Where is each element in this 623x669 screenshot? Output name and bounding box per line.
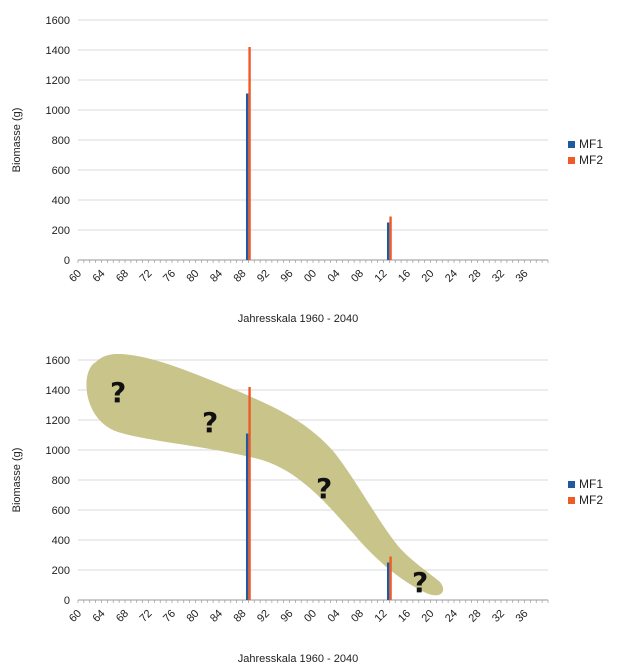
legend-swatch [568,497,575,504]
x-tick-label: 96 [278,268,295,285]
question-mark: ? [412,566,428,599]
x-tick-label: 64 [90,608,107,625]
x-tick-label: 76 [161,608,178,625]
bar-mf1 [245,93,249,260]
x-tick-label: 64 [90,268,107,285]
x-tick-label: 60 [67,268,84,285]
x-tick-label: 12 [372,608,389,625]
legend-label: MF2 [579,153,603,167]
y-axis-label: Biomasse (g) [11,448,23,513]
y-tick-label: 1400 [46,45,70,57]
legend-swatch [568,481,575,488]
question-mark: ? [110,376,126,409]
x-tick-label: 80 [184,268,201,285]
y-tick-label: 400 [52,535,70,547]
x-tick-label: 60 [67,608,84,625]
x-tick-label: 08 [349,268,366,285]
x-tick-label: 88 [231,608,248,625]
y-tick-label: 800 [52,135,70,147]
bar-mf1 [386,222,390,260]
legend-swatch [568,157,575,164]
x-tick-label: 28 [466,608,483,625]
bar-mf2 [389,216,392,260]
legend-label: MF1 [579,477,603,491]
y-tick-label: 1600 [46,355,70,367]
question-mark: ? [202,406,218,439]
y-axis-label: Biomasse (g) [11,108,23,173]
x-tick-label: 32 [490,268,507,285]
x-tick-label: 84 [208,268,225,285]
x-tick-label: 92 [255,608,272,625]
y-tick-label: 1000 [46,445,70,457]
bar-mf1 [245,433,249,600]
x-tick-label: 20 [419,268,436,285]
y-tick-label: 0 [64,595,70,607]
y-tick-label: 200 [52,225,70,237]
y-tick-label: 0 [64,255,70,267]
x-tick-label: 00 [302,268,319,285]
x-tick-label: 72 [137,268,154,285]
x-tick-label: 80 [184,608,201,625]
x-tick-label: 12 [372,268,389,285]
x-tick-label: 24 [443,268,460,285]
y-tick-label: 600 [52,165,70,177]
x-tick-label: 28 [466,268,483,285]
y-tick-label: 1400 [46,385,70,397]
y-tick-label: 1200 [46,415,70,427]
x-tick-label: 92 [255,268,272,285]
x-tick-label: 04 [325,608,342,625]
x-axis-label: Jahresskala 1960 - 2040 [238,313,358,325]
bar-mf2 [248,47,251,260]
x-tick-label: 20 [419,608,436,625]
y-tick-label: 1200 [46,75,70,87]
x-tick-label: 32 [490,608,507,625]
legend-label: MF1 [579,137,603,151]
uncertainty-band-shape [86,354,444,596]
x-tick-label: 36 [513,608,530,625]
y-tick-label: 800 [52,475,70,487]
x-tick-label: 04 [325,268,342,285]
bar-mf1 [386,562,390,600]
x-tick-label: 16 [396,268,413,285]
x-tick-label: 96 [278,608,295,625]
x-tick-label: 24 [443,608,460,625]
x-tick-label: 36 [513,268,530,285]
x-axis-label: Jahresskala 1960 - 2040 [238,653,358,665]
uncertainty-band [86,354,444,596]
bar-mf2 [248,387,251,600]
y-tick-label: 1600 [46,15,70,27]
legend-swatch [568,141,575,148]
x-tick-label: 68 [114,608,131,625]
x-tick-label: 16 [396,608,413,625]
x-tick-label: 76 [161,268,178,285]
x-tick-label: 72 [137,608,154,625]
y-tick-label: 200 [52,565,70,577]
legend-label: MF2 [579,493,603,507]
y-tick-label: 400 [52,195,70,207]
x-tick-label: 88 [231,268,248,285]
x-tick-label: 68 [114,268,131,285]
question-mark: ? [316,472,332,505]
y-tick-label: 600 [52,505,70,517]
x-tick-label: 08 [349,608,366,625]
y-tick-label: 1000 [46,105,70,117]
x-tick-label: 84 [208,608,225,625]
x-tick-label: 00 [302,608,319,625]
bar-mf2 [389,556,392,600]
